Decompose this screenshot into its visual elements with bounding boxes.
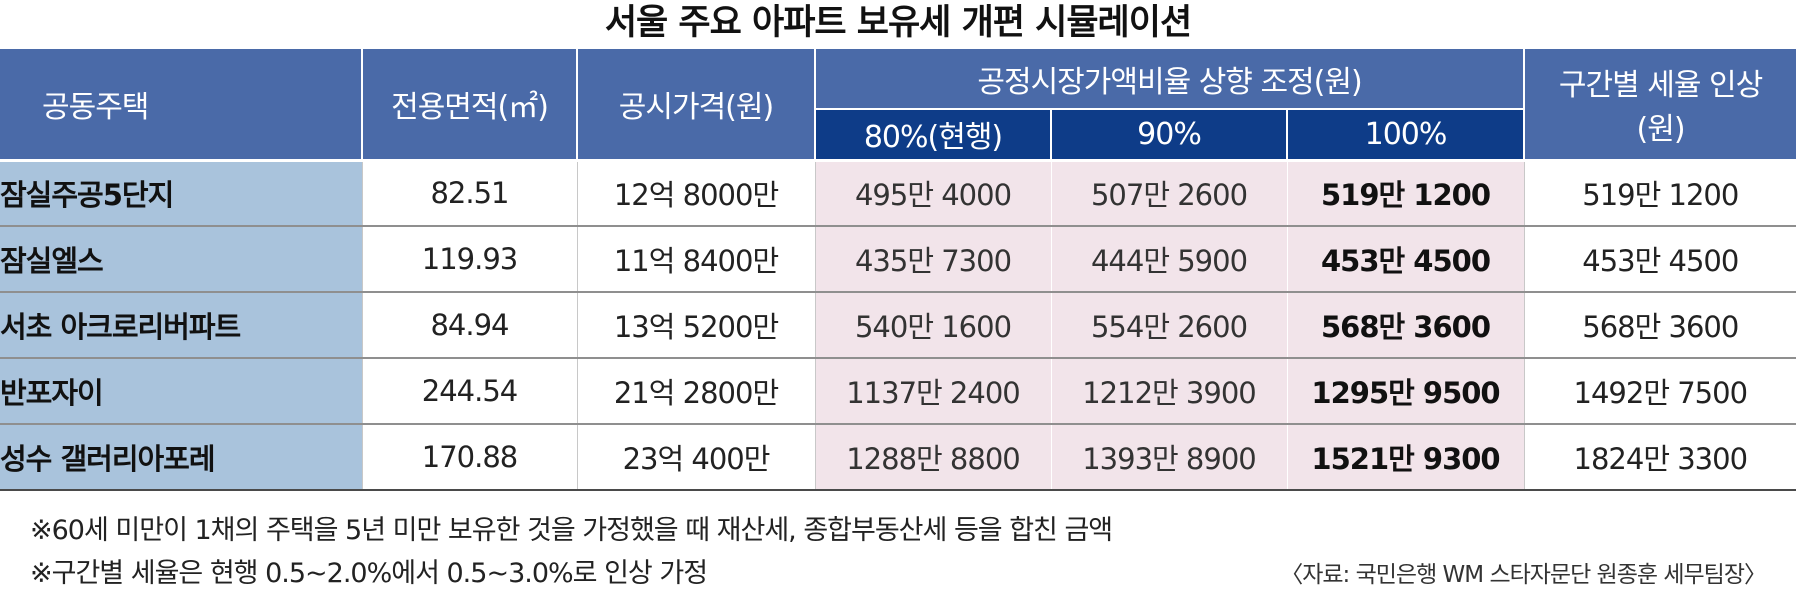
row-area: 244.54 bbox=[361, 357, 577, 424]
row-ratio-80: 435만 7300 bbox=[814, 225, 1051, 292]
row-ratio-80: 1137만 2400 bbox=[814, 357, 1051, 424]
row-ratio-90: 444만 5900 bbox=[1050, 225, 1287, 292]
header-ratio-100: 100% bbox=[1285, 109, 1525, 160]
table-row: 성수 갤러리아포레 170.88 23억 400만 1288만 8800 139… bbox=[0, 423, 1796, 491]
row-ratio-100: 519만 1200 bbox=[1286, 158, 1525, 226]
row-price: 11억 8400만 bbox=[576, 225, 815, 292]
row-bracket: 1492만 7500 bbox=[1523, 357, 1796, 424]
row-area: 84.94 bbox=[361, 291, 577, 358]
row-ratio-100: 453만 4500 bbox=[1286, 225, 1525, 292]
row-price: 12억 8000만 bbox=[576, 158, 815, 226]
table-row: 반포자이 244.54 21억 2800만 1137만 2400 1212만 3… bbox=[0, 357, 1796, 424]
row-ratio-80: 495만 4000 bbox=[814, 158, 1051, 226]
header-ratio-80: 80%(현행) bbox=[814, 109, 1051, 160]
row-price: 13억 5200만 bbox=[576, 291, 815, 358]
row-ratio-100: 1295만 9500 bbox=[1286, 357, 1525, 424]
header-house: 공동주택 bbox=[0, 49, 362, 160]
row-name: 잠실엘스 bbox=[0, 225, 362, 292]
row-price: 21억 2800만 bbox=[576, 357, 815, 424]
footnote-assumption: ※60세 미만이 1채의 주택을 5년 미만 보유한 것을 가정했을 때 재산세… bbox=[30, 515, 1113, 546]
page-title: 서울 주요 아파트 보유세 개편 시뮬레이션 bbox=[604, 3, 1192, 43]
table-row: 잠실엘스 119.93 11억 8400만 435만 7300 444만 590… bbox=[0, 225, 1796, 292]
row-ratio-90: 507만 2600 bbox=[1050, 158, 1287, 226]
row-ratio-80: 1288만 8800 bbox=[814, 423, 1051, 491]
row-bracket: 568만 3600 bbox=[1523, 291, 1796, 358]
row-name: 서초 아크로리버파트 bbox=[0, 291, 362, 358]
header-bracket: 구간별 세율 인상 (원) bbox=[1523, 49, 1796, 160]
row-bracket: 453만 4500 bbox=[1523, 225, 1796, 292]
table-row: 잠실주공5단지 82.51 12억 8000만 495만 4000 507만 2… bbox=[0, 158, 1796, 226]
header-ratio-group: 공정시장가액비율 상향 조정(원) bbox=[813, 49, 1525, 110]
header-bracket-line1: 구간별 세율 인상 bbox=[1558, 67, 1763, 103]
row-name: 성수 갤러리아포레 bbox=[0, 423, 362, 491]
row-bracket: 519만 1200 bbox=[1523, 158, 1796, 226]
row-area: 170.88 bbox=[361, 423, 577, 491]
row-area: 119.93 bbox=[361, 225, 577, 292]
row-ratio-80: 540만 1600 bbox=[814, 291, 1051, 358]
header-bracket-line2: (원) bbox=[1636, 111, 1686, 147]
row-ratio-90: 1393만 8900 bbox=[1050, 423, 1287, 491]
row-ratio-90: 554만 2600 bbox=[1050, 291, 1287, 358]
source-credit: 〈자료: 국민은행 WM 스타자문단 원종훈 세무팀장〉 bbox=[1280, 562, 1767, 588]
row-name: 반포자이 bbox=[0, 357, 362, 424]
footnote-bracket: ※구간별 세율은 현행 0.5~2.0%에서 0.5~3.0%로 인상 가정 bbox=[30, 558, 708, 589]
header-price: 공시가격(원) bbox=[576, 49, 815, 160]
row-ratio-100: 568만 3600 bbox=[1286, 291, 1525, 358]
row-ratio-90: 1212만 3900 bbox=[1050, 357, 1287, 424]
tax-simulation-table: 공동주택 전용면적(㎡) 공시가격(원) 공정시장가액비율 상향 조정(원) 구… bbox=[0, 49, 1796, 491]
table-row: 서초 아크로리버파트 84.94 13억 5200만 540만 1600 554… bbox=[0, 291, 1796, 358]
row-area: 82.51 bbox=[361, 158, 577, 226]
header-ratio-90: 90% bbox=[1050, 109, 1287, 160]
row-bracket: 1824만 3300 bbox=[1523, 423, 1796, 491]
row-name: 잠실주공5단지 bbox=[0, 158, 362, 226]
header-area: 전용면적(㎡) bbox=[361, 49, 577, 160]
row-price: 23억 400만 bbox=[576, 423, 815, 491]
row-ratio-100: 1521만 9300 bbox=[1286, 423, 1525, 491]
